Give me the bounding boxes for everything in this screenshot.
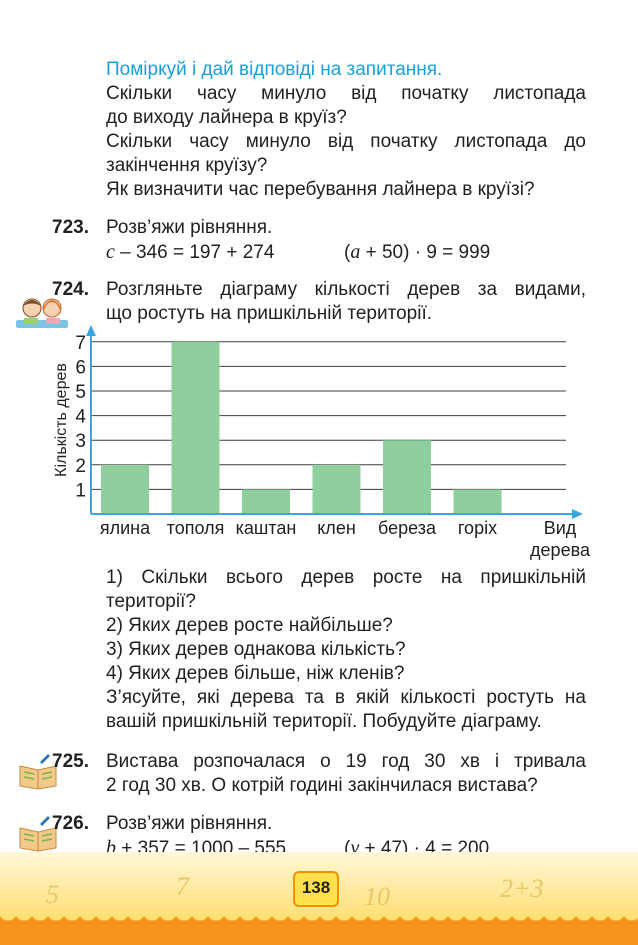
question-line: Як визначити час перебування лайнера в к… (106, 179, 535, 200)
footer-decoration: 10 (364, 882, 390, 911)
page-number-badge (293, 871, 339, 907)
bar-4 (383, 440, 431, 514)
question-line: 2) Яких дерев росте найбільше? (106, 615, 393, 636)
task-number-724: 724. (52, 279, 89, 300)
task-724-line: Розгляньте діаграму кількості дерев за в… (106, 279, 586, 300)
y-tick-label: 2 (75, 456, 86, 477)
y-axis-arrow (86, 325, 96, 336)
task-number-725: 725. (52, 751, 89, 772)
x-tick-label: береза (378, 518, 437, 538)
task-number-726: 726. (52, 813, 89, 834)
question-line: 1) Скільки всього дерев росте на пришкіл… (106, 567, 586, 588)
question-line: закінчення круїзу? (106, 155, 268, 176)
task-725-line: 2 год 30 хв. О котрій годині закінчилася… (106, 775, 538, 796)
question-line: З’ясуйте, які дерева та в якій кількості… (106, 687, 586, 708)
x-axis-arrow (572, 509, 583, 519)
question-line: Скільки часу минуло від початку листопад… (106, 83, 586, 104)
bar-2 (242, 489, 290, 514)
task-723-text: Розв’яжи рівняння. (106, 217, 273, 238)
question-line: 3) Яких дерев однакова кількість? (106, 639, 406, 660)
x-tick-label: каштан (236, 518, 297, 538)
pair-work-icon (14, 294, 70, 337)
notebook-task-icon (18, 752, 58, 795)
x-axis-title: дерева (530, 540, 591, 560)
question-line: вашій пришкільній території. Побудуйте д… (106, 711, 542, 732)
section-heading: Поміркуй і дай відповіді на запитання. (106, 59, 443, 80)
footer-decoration: 5 (46, 880, 59, 909)
task-number-723: 723. (52, 217, 89, 238)
footer-decoration: 2+3 (500, 874, 544, 903)
y-tick-label: 5 (75, 382, 86, 403)
question-line: території? (106, 591, 196, 612)
y-tick-label: 1 (75, 480, 86, 501)
x-tick-label: горіх (458, 518, 497, 538)
page-number: 138 (301, 878, 331, 897)
y-tick-label: 4 (75, 407, 86, 428)
task-724-line: що ростуть на пришкільній території. (106, 303, 433, 324)
x-axis-title: Вид (544, 518, 577, 538)
question-line: Скільки часу минуло від початку листопад… (106, 131, 586, 152)
y-axis-title: Кількість дерев (53, 363, 70, 477)
bar-0 (101, 464, 149, 514)
task-725-line: Вистава розпочалася о 19 год 30 хв і три… (106, 751, 586, 772)
x-tick-label: тополя (167, 518, 225, 538)
y-tick-label: 6 (75, 357, 86, 378)
question-line: 4) Яких дерев більше, ніж кленів? (106, 663, 405, 684)
y-tick-label: 3 (75, 431, 86, 452)
bar-5 (453, 489, 502, 514)
x-tick-label: ялина (100, 518, 151, 538)
footer-decoration: 7 (176, 872, 189, 901)
equation-723-1: c – 346 = 197 + 274 (106, 241, 275, 263)
bar-1 (171, 341, 220, 514)
task-726-text: Розв’яжи рівняння. (106, 813, 273, 834)
question-line: до виходу лайнера в круїз? (106, 107, 347, 128)
equation-723-2: (a + 50) · 9 = 999 (344, 241, 491, 263)
y-tick-label: 7 (75, 333, 86, 354)
notebook-task-icon (18, 814, 58, 857)
bar-3 (312, 464, 361, 514)
x-tick-label: клен (317, 518, 356, 538)
tree-count-bar-chart: ялина тополя каштан клен береза горіх 1 2 3 4 5 6 7К… (53, 325, 591, 560)
